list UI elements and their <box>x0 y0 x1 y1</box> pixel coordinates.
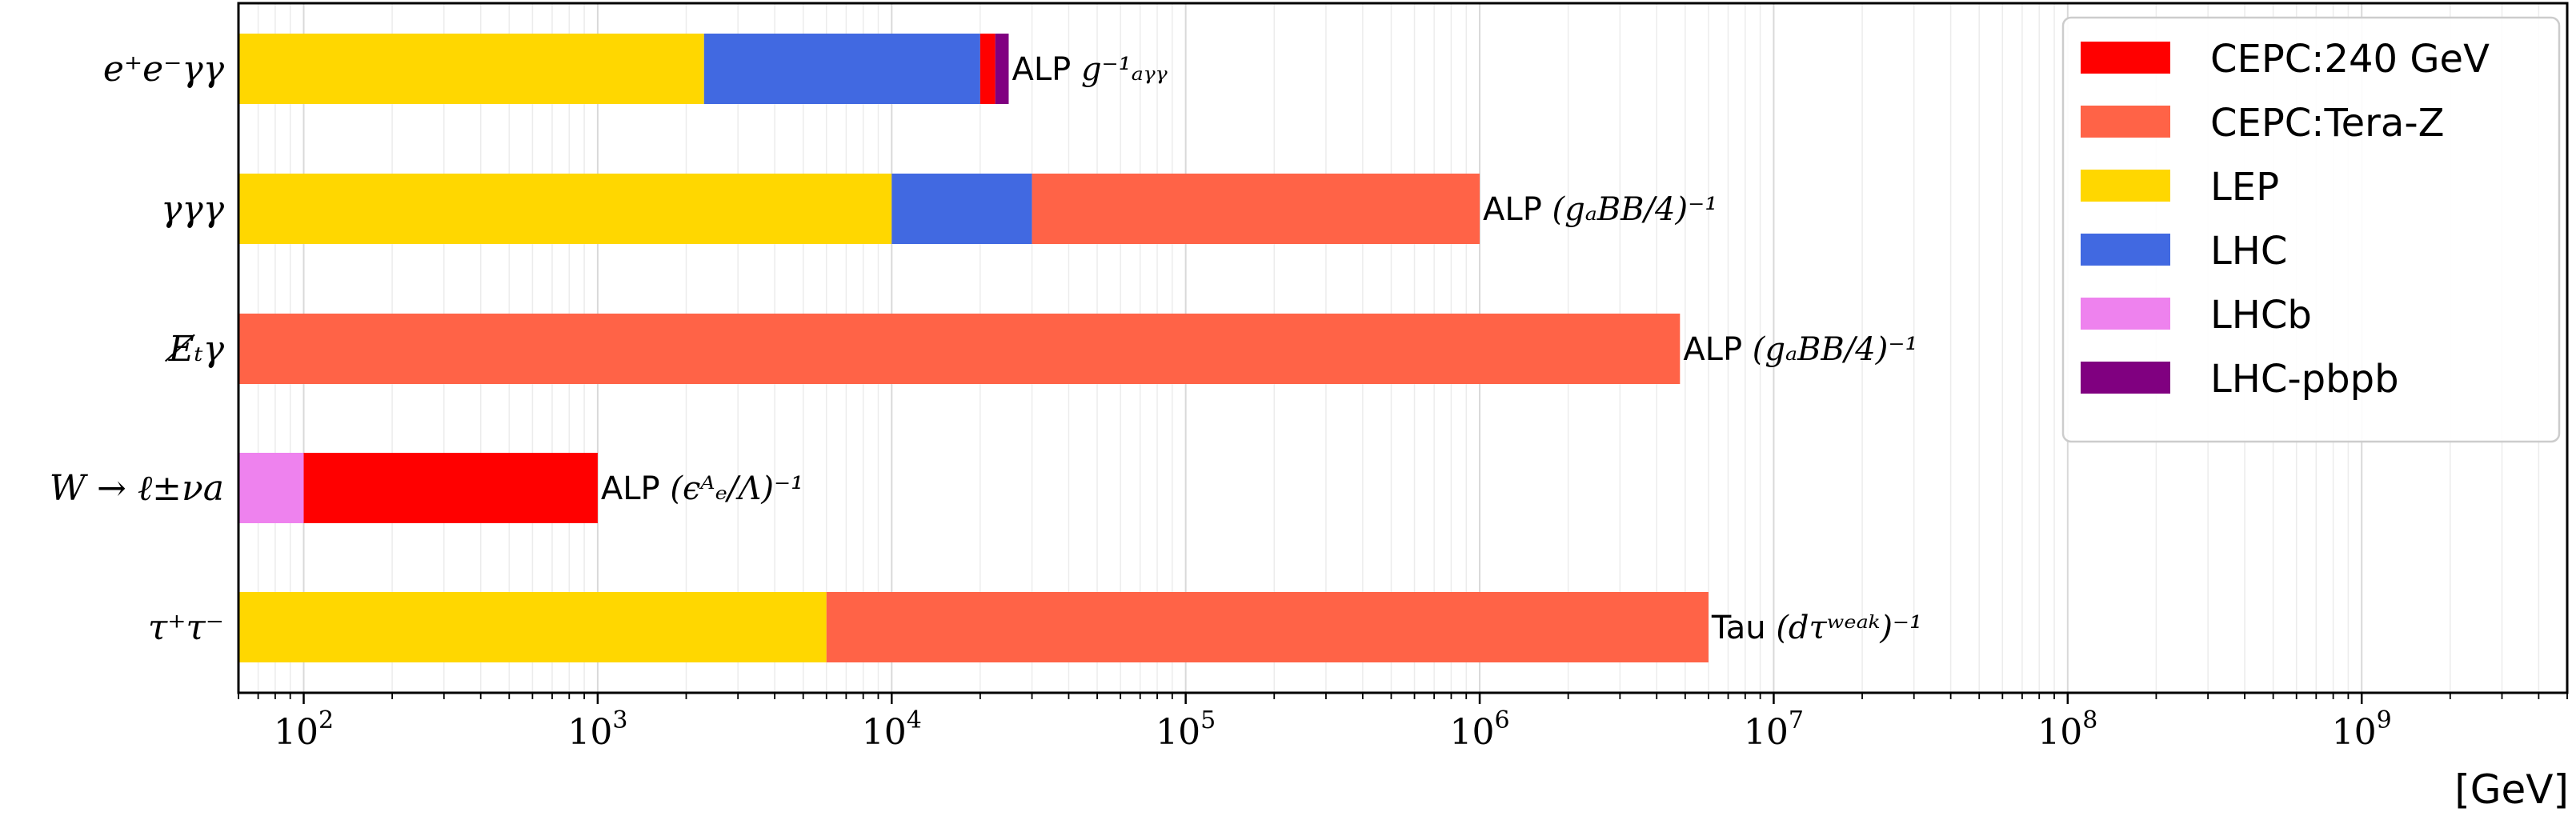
bar-segment-lhc-pbpb <box>995 34 1009 104</box>
x-tick-label: 109 <box>2332 706 2392 753</box>
bar-segment-lhc <box>703 34 980 104</box>
bar-segment-cepc-240-gev <box>303 453 598 523</box>
bar-segment-lhc <box>891 174 1032 244</box>
bar-segment-lep <box>238 174 892 244</box>
x-axis-unit-label: [GeV] <box>2454 766 2569 813</box>
legend-swatch <box>2081 298 2170 330</box>
bar-annotation: ALP (gₐBB/4)⁻¹ <box>1483 191 1717 228</box>
bar-segment-cepc-tera-z <box>238 314 1681 384</box>
x-tick-label: 105 <box>1156 706 1216 753</box>
legend-label: LHC <box>2210 229 2287 274</box>
plot-frame <box>237 2 2569 694</box>
bar-segment-cepc-tera-z <box>1032 174 1480 244</box>
legend-label: CEPC:240 GeV <box>2210 37 2490 82</box>
legend-label: LEP <box>2210 165 2279 210</box>
legend-label: LHC-pbpb <box>2210 357 2399 402</box>
legend: CEPC:240 GeV CEPC:Tera-Z LEP LHC LHCb LHC-pbp… <box>2061 16 2561 443</box>
bar-annotation: Tau (dτʷᵉᵃᵏ)⁻¹ <box>1711 610 1922 646</box>
bar-segment-lep <box>238 592 827 662</box>
bar-segment-cepc-240-gev <box>980 34 996 104</box>
bar-annotation: ALP (gₐBB/4)⁻¹ <box>1683 331 1917 368</box>
legend-box <box>2061 16 2561 443</box>
x-tick-label: 104 <box>862 706 922 753</box>
y-axis-categories: e⁺e⁻γγ γγγ E̸ₜγ W → ℓ±νa τ⁺τ⁻ <box>50 49 225 648</box>
legend-swatch <box>2081 362 2170 394</box>
legend-swatch <box>2081 170 2170 202</box>
x-tick-label: 102 <box>274 706 334 753</box>
legend-label: LHCb <box>2210 293 2312 338</box>
category-label: γγγ <box>161 189 225 230</box>
legend-label: CEPC:Tera-Z <box>2210 101 2445 146</box>
category-label: τ⁺τ⁻ <box>148 607 224 648</box>
x-tick-label: 106 <box>1450 706 1510 753</box>
bar-annotation: ALP g⁻¹ₐᵧᵧ <box>1012 51 1167 88</box>
bar-annotation: ALP (ϵᴬₑ/Λ)⁻¹ <box>601 470 803 507</box>
legend-swatch <box>2081 106 2170 138</box>
category-label: E̸ₜγ <box>165 329 225 370</box>
legend-swatch <box>2081 234 2170 266</box>
bar-segment-lhcb <box>238 453 304 523</box>
x-tick-label: 108 <box>2037 706 2097 753</box>
category-label: W → ℓ±νa <box>50 468 224 509</box>
legend-swatch <box>2081 42 2170 74</box>
bars <box>238 34 1709 662</box>
x-axis-ticks: 102 103 104 105 106 107 108 109 <box>238 693 2568 753</box>
x-tick-label: 103 <box>567 706 627 753</box>
bar-annotations: ALP g⁻¹ₐᵧᵧ ALP (gₐBB/4)⁻¹ ALP (gₐBB/4)⁻¹ AL… <box>601 51 1922 646</box>
bar-segment-lep <box>238 34 704 104</box>
bar-segment-cepc-tera-z <box>826 592 1709 662</box>
category-label: e⁺e⁻γγ <box>103 49 225 90</box>
x-tick-label: 107 <box>1744 706 1804 753</box>
